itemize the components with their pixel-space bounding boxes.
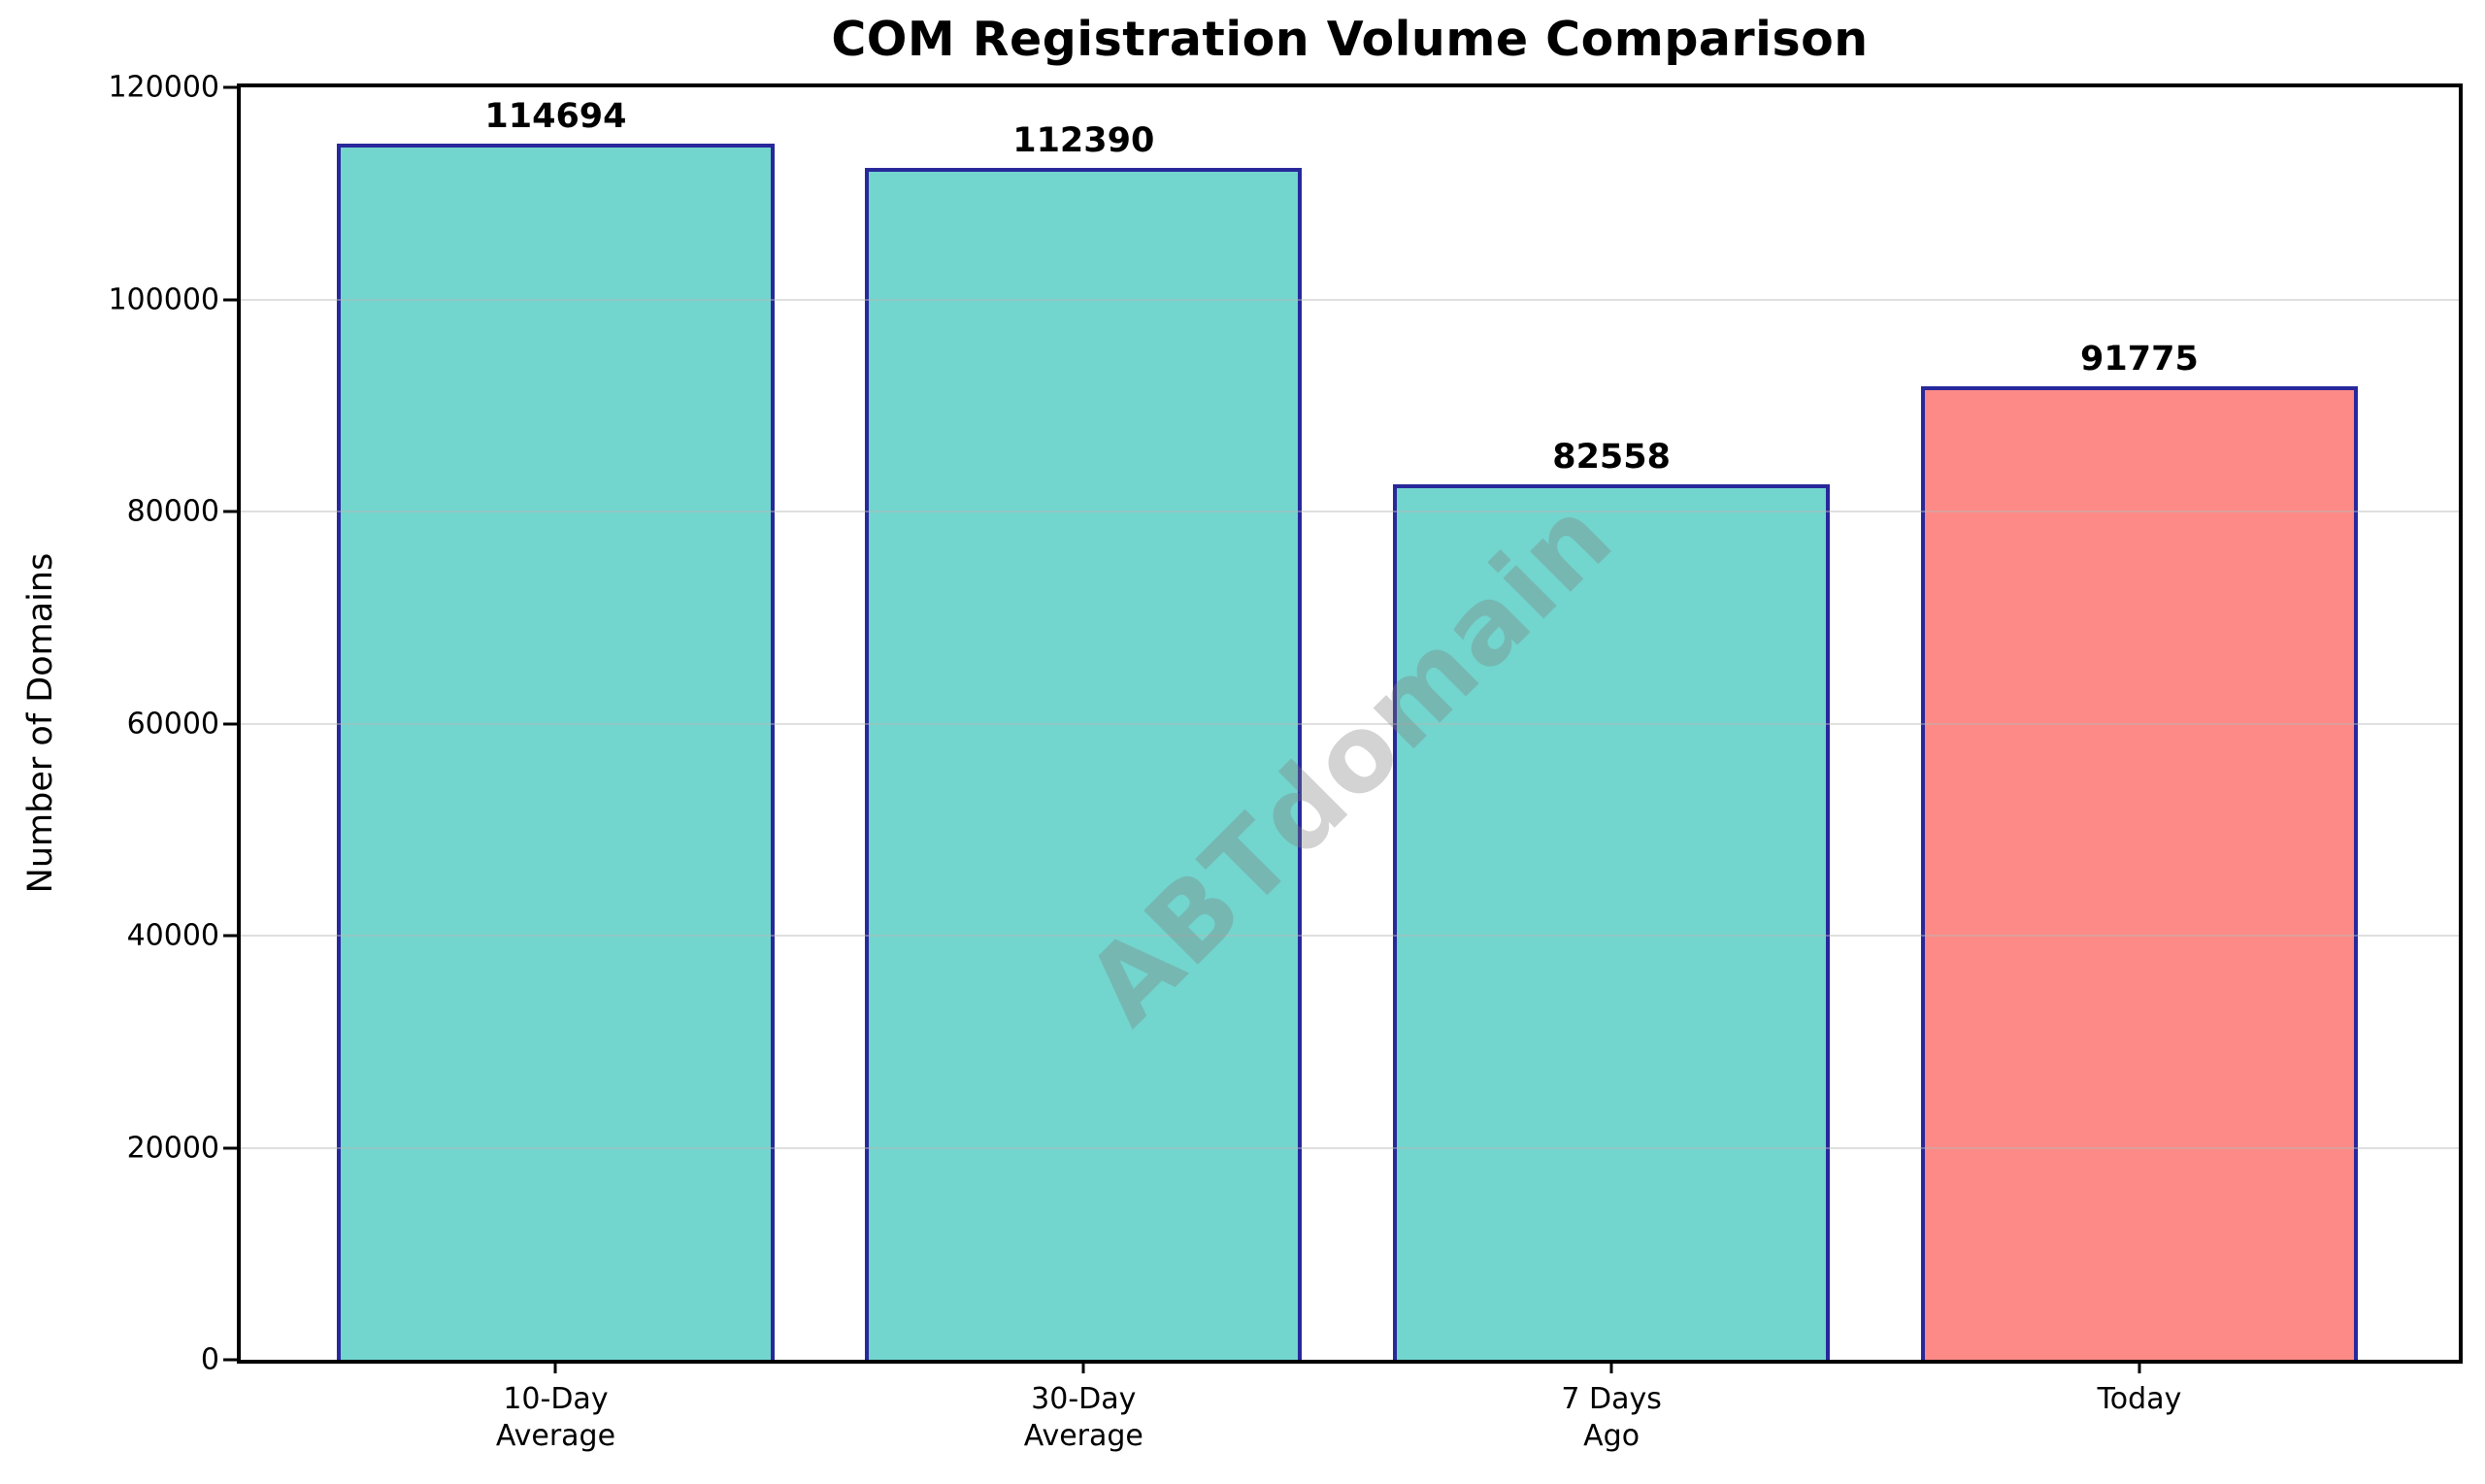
y-tick-mark-0 bbox=[223, 1358, 237, 1362]
bar-today: 91775 bbox=[1920, 340, 2359, 1360]
bar-30-day-average: 112390 bbox=[865, 121, 1303, 1360]
x-tick-label-today: Today bbox=[2097, 1382, 2182, 1416]
y-tick-label-60000: 60000 bbox=[126, 707, 219, 741]
chart-title: COM Registration Volume Comparison bbox=[831, 12, 1869, 67]
x-tick-label-30-day-average: 30-Day Average bbox=[1023, 1382, 1143, 1454]
bar-value-label: 91775 bbox=[2080, 340, 2199, 379]
y-tick-label-120000: 120000 bbox=[108, 70, 219, 105]
y-tick-mark-80000 bbox=[223, 510, 237, 513]
y-axis-tick-marks bbox=[223, 85, 237, 1362]
bar-7-days-ago: 82558 bbox=[1393, 438, 1831, 1360]
y-axis-tick-labels: 0 20000 40000 60000 80000 100000 120000 bbox=[0, 71, 219, 1377]
y-tick-label-40000: 40000 bbox=[126, 918, 219, 953]
x-tick-mark-30-day-average bbox=[1081, 1360, 1085, 1373]
y-tick-label-20000: 20000 bbox=[126, 1131, 219, 1165]
x-tick-label-10-day-average: 10-Day Average bbox=[495, 1382, 616, 1454]
x-tick-mark-7-days-ago bbox=[1609, 1360, 1613, 1373]
bar-value-label: 82558 bbox=[1552, 438, 1671, 478]
y-tick-label-80000: 80000 bbox=[126, 494, 219, 529]
y-tick-label-100000: 100000 bbox=[108, 282, 219, 316]
bars-layer: 114694 112390 82558 91775 bbox=[241, 87, 2459, 1360]
x-tick-label-7-days-ago: 7 Days Ago bbox=[1561, 1382, 1662, 1454]
plot-area: 114694 112390 82558 91775 ABTdomain bbox=[237, 83, 2463, 1364]
bar-10-day-average: 114694 bbox=[337, 97, 775, 1360]
y-tick-mark-40000 bbox=[223, 934, 237, 938]
x-axis: 10-Day Average 30-Day Average 7 Days Ago To… bbox=[241, 1360, 2459, 1481]
y-tick-mark-100000 bbox=[223, 298, 237, 301]
x-tick-mark-today bbox=[2137, 1360, 2141, 1373]
y-tick-label-0: 0 bbox=[200, 1342, 219, 1377]
bar-value-label: 114694 bbox=[484, 96, 627, 136]
y-tick-mark-60000 bbox=[223, 722, 237, 725]
y-tick-mark-120000 bbox=[223, 85, 237, 89]
x-tick-mark-10-day-average bbox=[553, 1360, 557, 1373]
y-tick-mark-20000 bbox=[223, 1146, 237, 1149]
bar-value-label: 112390 bbox=[1012, 121, 1155, 161]
